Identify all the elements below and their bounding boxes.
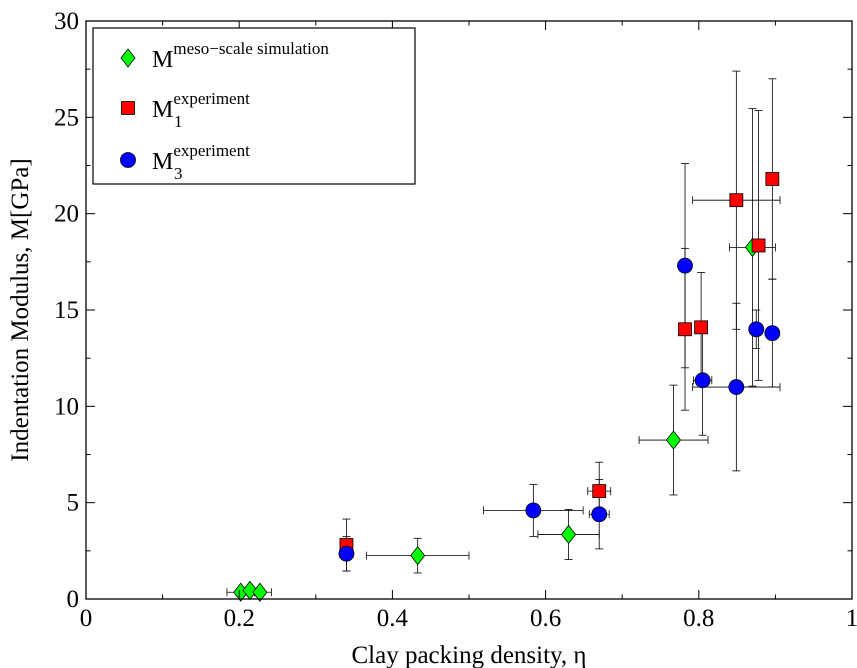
- circle-point: [677, 257, 693, 274]
- x-tick-label: 0: [80, 605, 93, 632]
- legend-diamond-marker: [120, 48, 136, 68]
- circle-point: [591, 506, 608, 523]
- y-tick-label: 25: [54, 104, 79, 131]
- circle-point: [728, 379, 745, 395]
- legend-circle-marker: [120, 152, 136, 168]
- legend-entry-subscript: 1: [174, 112, 183, 131]
- legend: Mmeso−scale simulationMexperiment1Mexper…: [92, 27, 416, 185]
- y-axis-label: Indentation Modulus, M[GPa]: [7, 158, 34, 461]
- diamond-point: [252, 582, 268, 602]
- x-tick-label: 0.8: [683, 605, 714, 632]
- diamond-point: [410, 545, 426, 566]
- y-tick-label: 5: [67, 490, 80, 517]
- y-tick-label: 20: [54, 201, 79, 228]
- x-axis-label: Clay packing density, η: [351, 642, 586, 668]
- x-tick-label: 0.6: [530, 605, 561, 632]
- square-point: [694, 320, 708, 335]
- data-markers: [233, 172, 781, 602]
- y-tick-label: 0: [67, 586, 80, 613]
- circle-point: [525, 502, 542, 519]
- legend-square-marker: [121, 101, 135, 115]
- y-tick-label: 10: [54, 393, 79, 420]
- square-point: [751, 238, 766, 253]
- circle-point: [694, 372, 711, 389]
- x-tick-label: 0.4: [377, 605, 409, 632]
- legend-entry-subscript: 3: [174, 164, 183, 183]
- x-tick-label: 1: [846, 605, 857, 632]
- square-point: [765, 172, 780, 186]
- circle-point: [748, 321, 765, 338]
- square-point: [592, 484, 607, 499]
- diamond-point: [666, 430, 682, 450]
- square-point: [678, 322, 692, 337]
- axis-ticks: [85, 20, 853, 600]
- y-tick-label: 15: [54, 297, 79, 324]
- legend-entry: Mexperiment: [152, 141, 250, 175]
- x-tick-label: 0.2: [224, 605, 255, 632]
- circle-point: [338, 545, 355, 562]
- legend-entry: Mexperiment: [152, 89, 250, 123]
- diamond-point: [561, 524, 577, 545]
- legend-box: [92, 27, 416, 185]
- square-point: [729, 193, 744, 208]
- y-tick-label: 30: [54, 8, 79, 35]
- circle-point: [764, 325, 781, 342]
- legend-entry: Mmeso−scale simulation: [152, 39, 329, 73]
